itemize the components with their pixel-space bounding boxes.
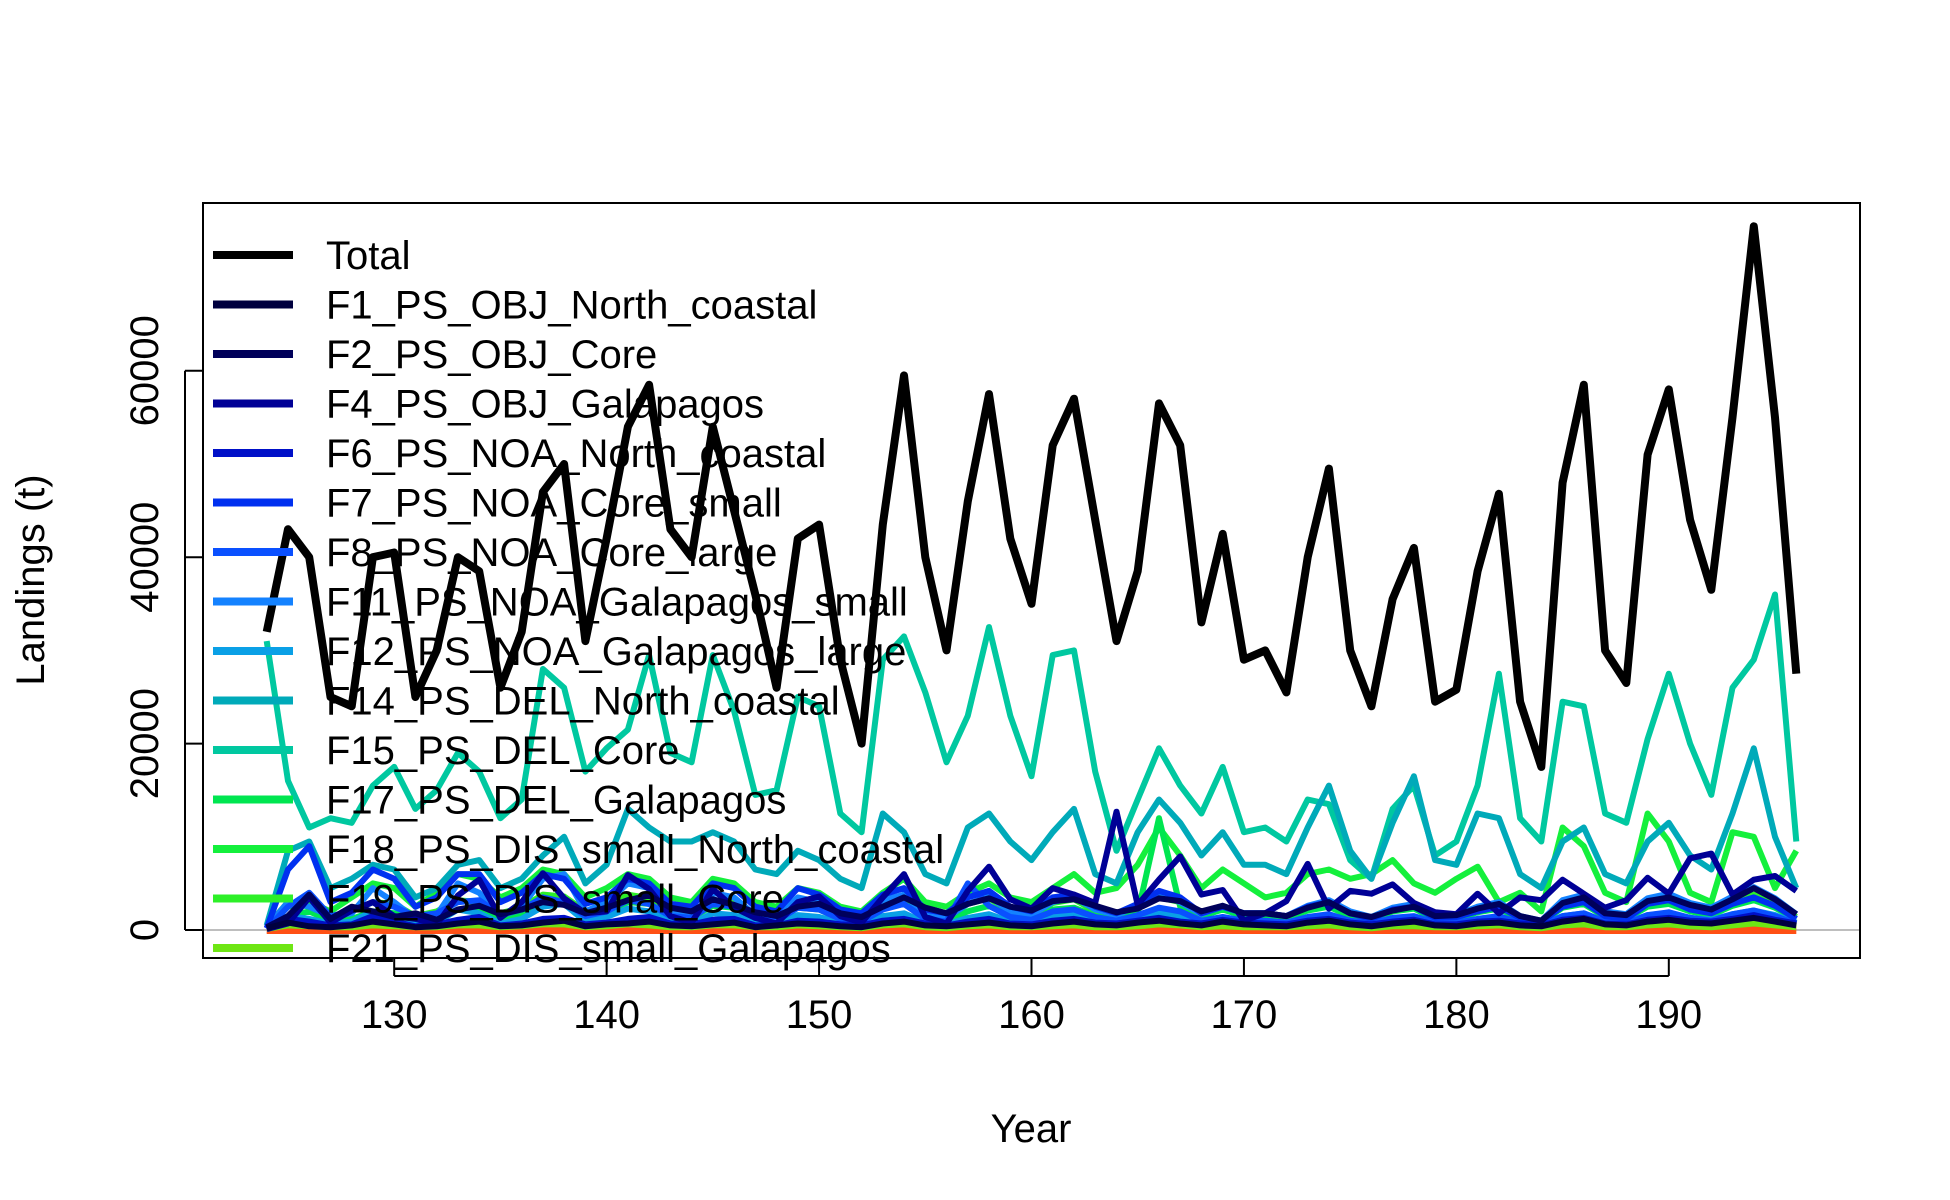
- legend-label: F21_PS_DIS_small_Galapagos: [326, 927, 891, 971]
- legend-label: F19_PS_DIS_small_Core: [326, 878, 784, 922]
- legend-label: F11_PS_NOA_Galapagos_small: [326, 581, 908, 625]
- y-tick-label: 60000: [123, 315, 167, 426]
- x-tick-label: 130: [361, 993, 428, 1037]
- plot-frame: [202, 202, 1861, 959]
- y-tick-label: 40000: [123, 502, 167, 613]
- legend-label: F15_PS_DEL_Core: [326, 729, 680, 773]
- x-tick-label: 180: [1423, 993, 1490, 1037]
- y-tick-label: 20000: [123, 688, 167, 799]
- series-line-0: [262, 222, 1801, 771]
- y-axis-title: Landings (t): [9, 474, 53, 685]
- x-axis-title: Year: [991, 1107, 1072, 1151]
- x-tick-label: 140: [573, 993, 640, 1037]
- series-line-2: [265, 885, 1799, 930]
- x-tick-label: 170: [1211, 993, 1278, 1037]
- legend-label: F8_PS_NOA_Core_large: [326, 531, 777, 575]
- series-lines: [262, 222, 1801, 934]
- series-line-10: [263, 591, 1800, 882]
- series-line-1: [265, 914, 1797, 932]
- series-line-12: [264, 810, 1799, 928]
- legend-label: F14_PS_DEL_North_coastal: [326, 680, 840, 724]
- legend: Total F1_PS_OBJ_North_coastal F2_PS_OBJ_Co…: [213, 234, 944, 971]
- legend-label: F17_PS_DEL_Galapagos: [326, 779, 786, 823]
- legend-label: F18_PS_DIS_small_North_coastal: [326, 828, 944, 872]
- y-tick-label: 0: [123, 919, 167, 941]
- legend-label: Total: [326, 234, 411, 278]
- axes: 130 140 150 160 170 180 190 0 20000 40000 60000: [123, 315, 1702, 1037]
- legend-label: F7_PS_NOA_Core_small: [326, 482, 782, 526]
- legend-label: F4_PS_OBJ_Galapagos: [326, 383, 764, 427]
- legend-label: F2_PS_OBJ_Core: [326, 333, 657, 377]
- legend-label: F6_PS_NOA_North_coastal: [326, 432, 826, 476]
- x-tick-label: 160: [998, 993, 1065, 1037]
- legend-label: F12_PS_NOA_Galapagos_large: [326, 630, 906, 674]
- series-line-9: [263, 745, 1800, 927]
- x-tick-label: 150: [786, 993, 853, 1037]
- x-tick-label: 190: [1635, 993, 1702, 1037]
- legend-label: F1_PS_OBJ_North_coastal: [326, 284, 817, 328]
